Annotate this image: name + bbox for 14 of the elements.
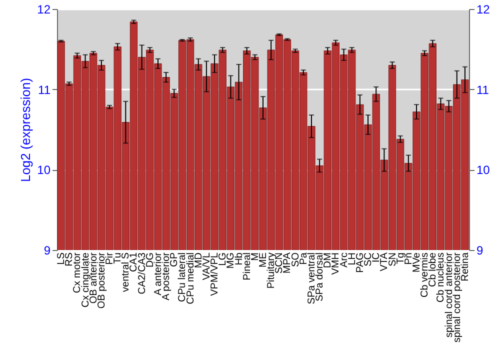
y-tick-label: 12 (37, 2, 51, 16)
x-tick-label: Tg (395, 252, 406, 264)
y-axis-title: Log2 (expression) (18, 78, 34, 182)
y2-tick-label: 11 (476, 82, 490, 97)
y-tick-label: 9 (44, 244, 51, 258)
x-tick-label: Pituitary (266, 252, 278, 289)
y2-tick-label: 12 (476, 2, 490, 16)
y-tick-label: 11 (38, 82, 51, 97)
y2-tick-label: 10 (476, 163, 490, 178)
x-tick-label: A posterior (161, 252, 172, 300)
x-tick-label: OB posterior (96, 252, 108, 309)
x-tick-label: ME (258, 252, 269, 268)
y-tick-label: 10 (37, 163, 51, 178)
y2-tick-label: 9 (476, 244, 484, 258)
